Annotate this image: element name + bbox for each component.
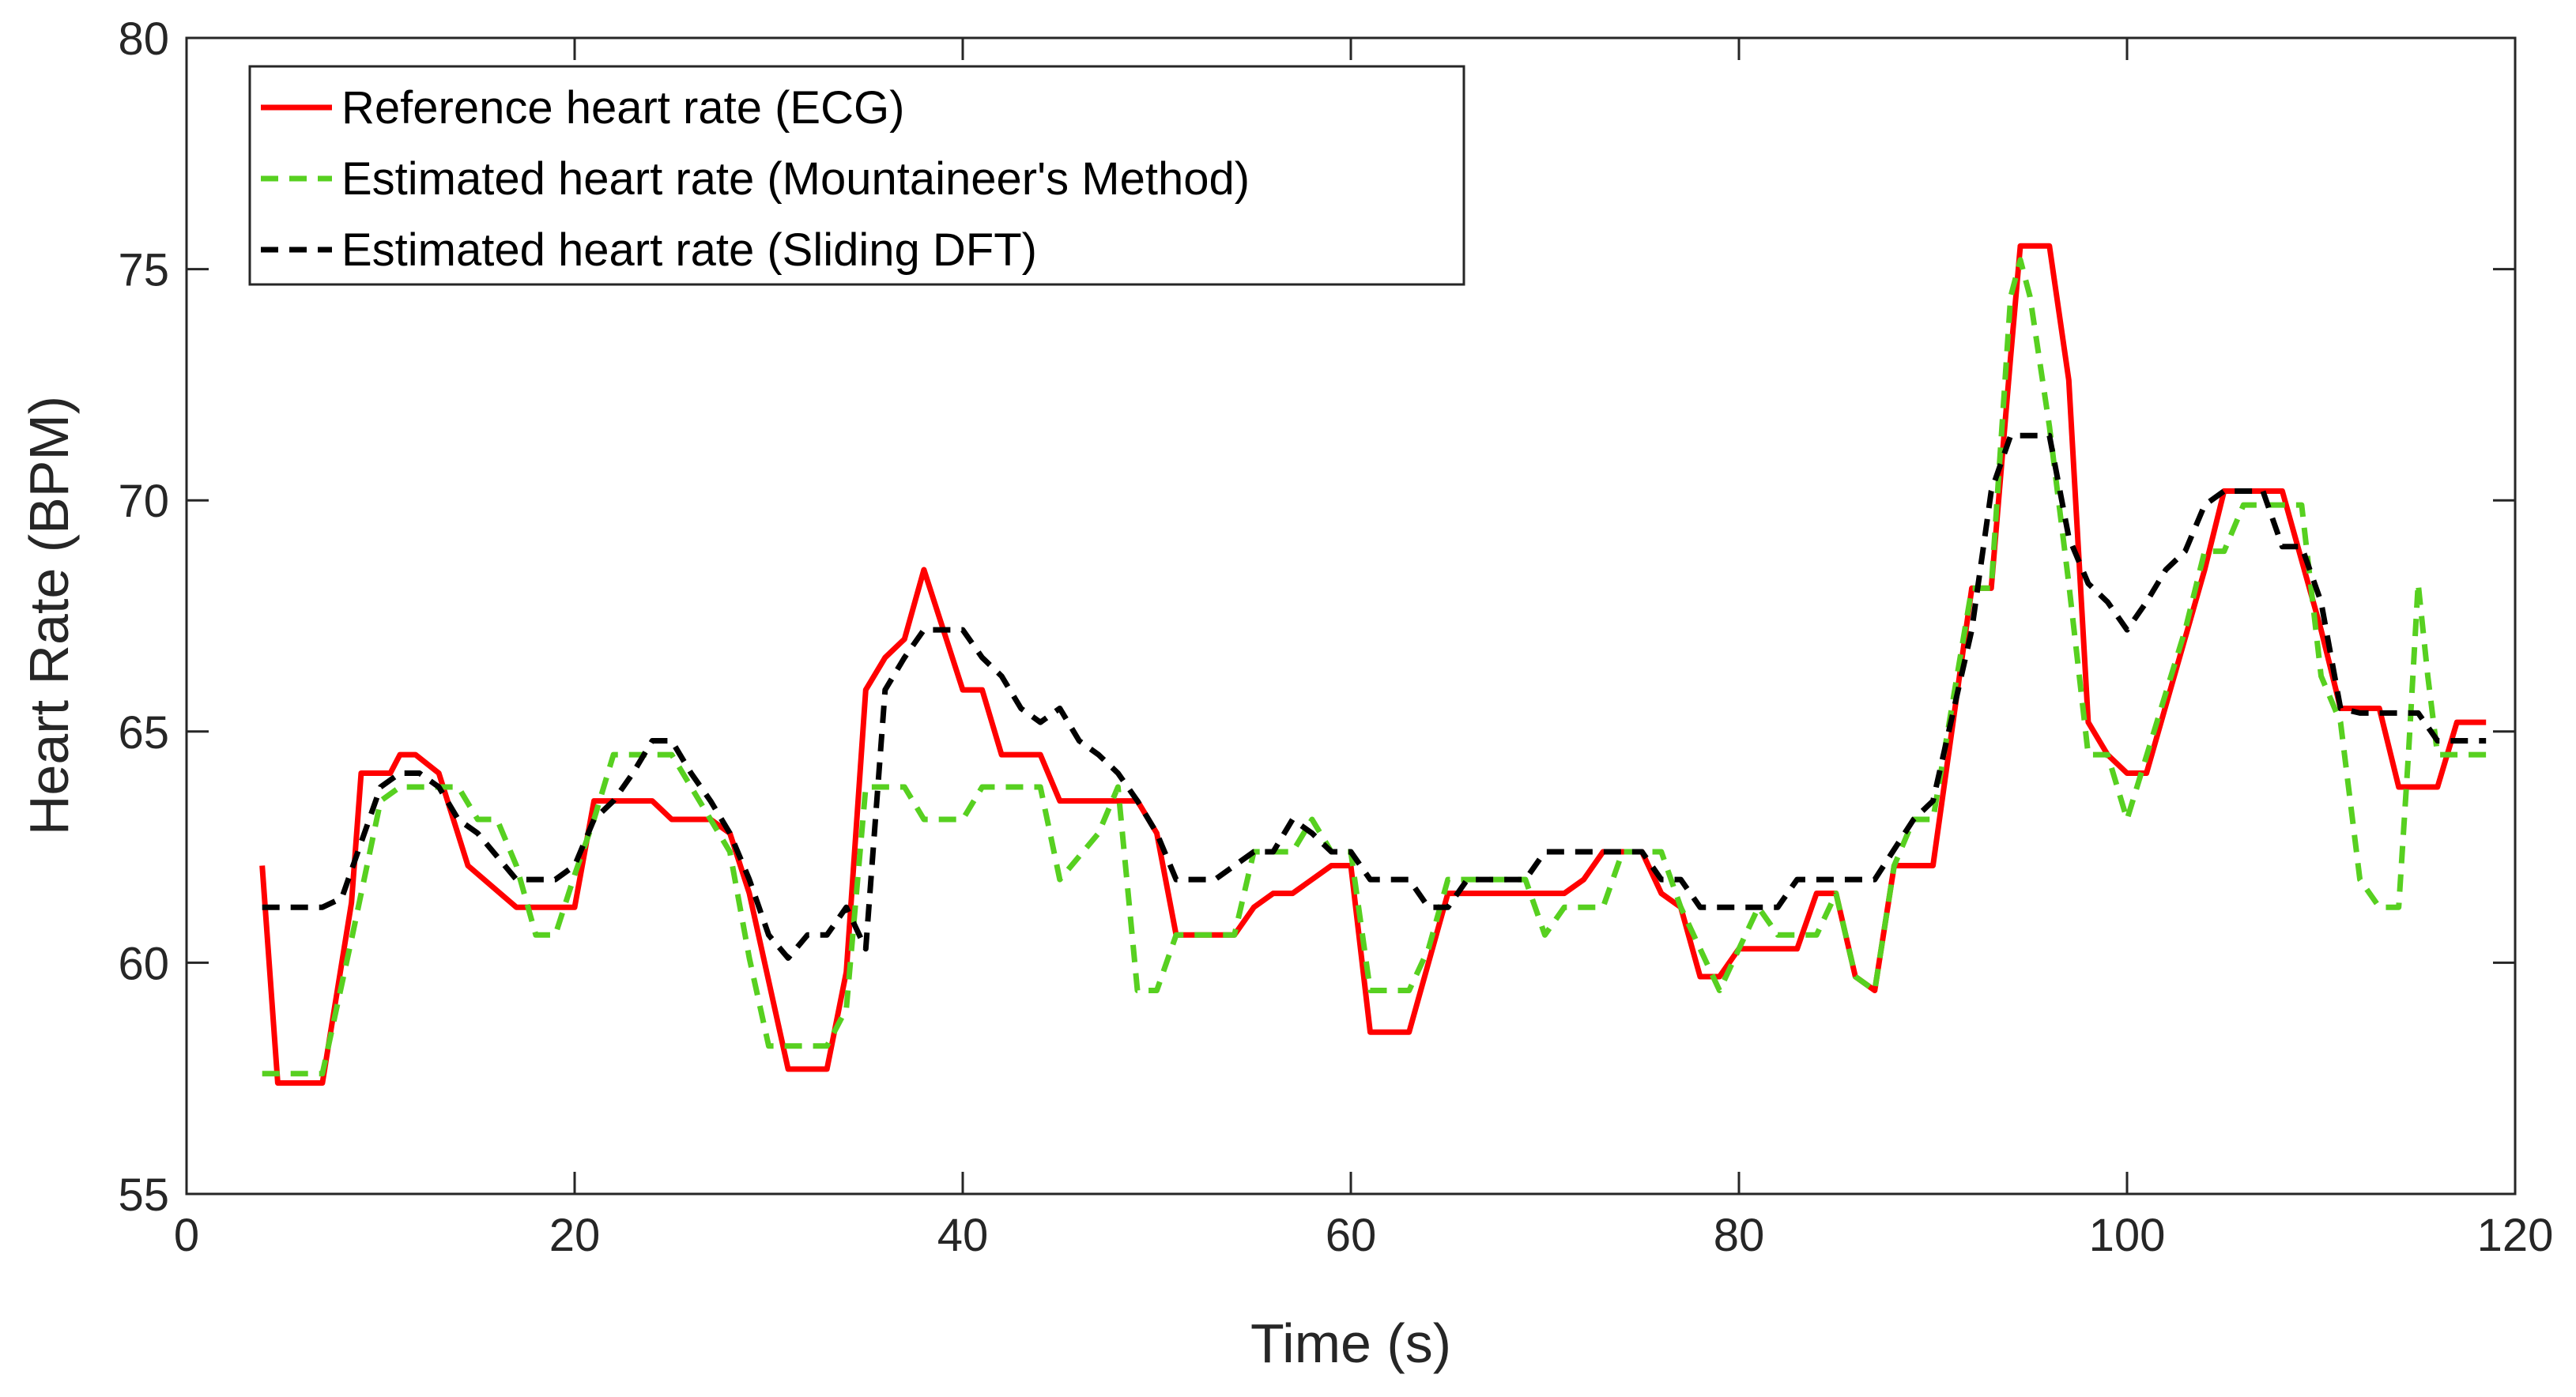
legend-label-sliding-dft: Estimated heart rate (Sliding DFT) — [341, 224, 1037, 276]
y-tick-label: 55 — [118, 1169, 169, 1221]
x-tick-label: 40 — [937, 1210, 989, 1261]
legend-label-reference: Reference heart rate (ECG) — [341, 82, 904, 134]
x-tick-label: 0 — [174, 1210, 199, 1261]
x-tick-label: 100 — [2089, 1210, 2166, 1261]
y-tick-label: 75 — [118, 245, 169, 296]
y-tick-label: 60 — [118, 938, 169, 989]
x-tick-label: 20 — [549, 1210, 601, 1261]
x-tick-label: 60 — [1326, 1210, 1377, 1261]
x-tick-label: 80 — [1714, 1210, 1765, 1261]
series-reference-ecg — [259, 243, 2487, 1086]
series-sliding-dft — [262, 432, 2487, 961]
legend-box — [248, 65, 1465, 286]
x-axis-label: Time (s) — [1250, 1312, 1451, 1374]
ticks-layer: 0 20 40 60 80 100 120 55 60 65 70 75 80 — [118, 13, 2553, 1261]
series-layer — [259, 243, 2487, 1086]
y-axis-label: Heart Rate (BPM) — [18, 396, 80, 835]
y-tick-label: 70 — [118, 476, 169, 527]
x-tick-label: 120 — [2477, 1210, 2554, 1261]
y-tick-label: 65 — [118, 707, 169, 759]
y-tick-label: 80 — [118, 13, 169, 65]
legend: Reference heart rate (ECG) Estimated hea… — [248, 65, 1465, 286]
legend-label-mountaineer: Estimated heart rate (Mountaineer's Meth… — [341, 153, 1250, 205]
